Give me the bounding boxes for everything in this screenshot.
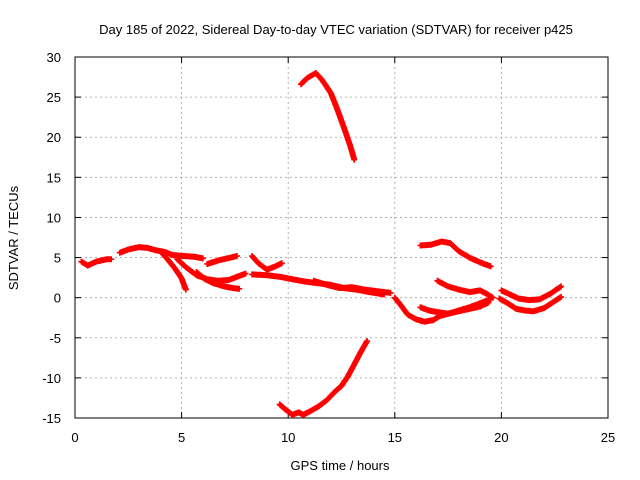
y-tick-label: -5 xyxy=(49,331,61,346)
data-point-markers xyxy=(310,277,394,296)
series-track-15 xyxy=(434,277,496,301)
chart-title: Day 185 of 2022, Sidereal Day-to-day VTE… xyxy=(99,22,573,37)
series-track-13 xyxy=(417,296,494,317)
data-point-markers xyxy=(496,293,565,315)
data-point-markers xyxy=(434,277,496,301)
y-tick-labels: -15 -10 -5 0 5 10 15 20 25 30 xyxy=(42,50,61,426)
data-point-markers xyxy=(159,250,189,293)
y-tick-label: -15 xyxy=(42,411,61,426)
y-tick-label: 5 xyxy=(54,251,61,266)
x-tick-label: 15 xyxy=(388,430,402,445)
data-point-markers xyxy=(417,296,494,317)
data-point-markers xyxy=(204,253,240,267)
series-track-2 xyxy=(116,244,206,262)
plot-frame xyxy=(74,56,609,419)
y-tick-label: 20 xyxy=(47,130,61,145)
x-axis-label: GPS time / hours xyxy=(291,458,390,473)
data-point-markers xyxy=(298,70,358,163)
data-point-markers xyxy=(498,283,565,304)
y-tick-label: 15 xyxy=(47,170,61,185)
y-axis-label: SDTVAR / TECUs xyxy=(6,185,21,290)
x-tick-labels: 0 5 10 15 20 25 xyxy=(71,430,615,445)
data-point-markers xyxy=(116,244,206,262)
data-point-markers xyxy=(249,253,285,273)
x-tick-label: 10 xyxy=(281,430,295,445)
series-track-7 xyxy=(249,253,285,273)
series-track-11 xyxy=(276,338,371,418)
y-tick-label: 30 xyxy=(47,50,61,65)
x-tick-label: 0 xyxy=(71,430,78,445)
series-track-6 xyxy=(204,253,240,267)
data-point-markers xyxy=(78,256,115,269)
series-track-5 xyxy=(193,269,243,292)
data-point-markers xyxy=(417,238,494,270)
data-point-markers xyxy=(193,269,243,292)
series-track-14 xyxy=(417,238,494,270)
series-track-1 xyxy=(78,256,115,269)
series-track-16 xyxy=(496,293,565,315)
y-tick-label: 0 xyxy=(54,291,61,306)
x-tick-label: 5 xyxy=(178,430,185,445)
x-tick-label: 25 xyxy=(601,430,615,445)
series-track-17 xyxy=(498,283,565,304)
y-tick-label: -10 xyxy=(42,371,61,386)
y-tick-label: 10 xyxy=(47,210,61,225)
y-tick-label: 25 xyxy=(47,90,61,105)
axis-ticks xyxy=(74,56,609,419)
series-track-3 xyxy=(159,250,189,293)
series-track-10 xyxy=(298,70,358,163)
data-point-markers xyxy=(276,338,371,418)
series-track-9 xyxy=(310,277,394,296)
data-marks xyxy=(78,70,565,418)
grid xyxy=(75,57,608,418)
x-tick-label: 20 xyxy=(494,430,508,445)
